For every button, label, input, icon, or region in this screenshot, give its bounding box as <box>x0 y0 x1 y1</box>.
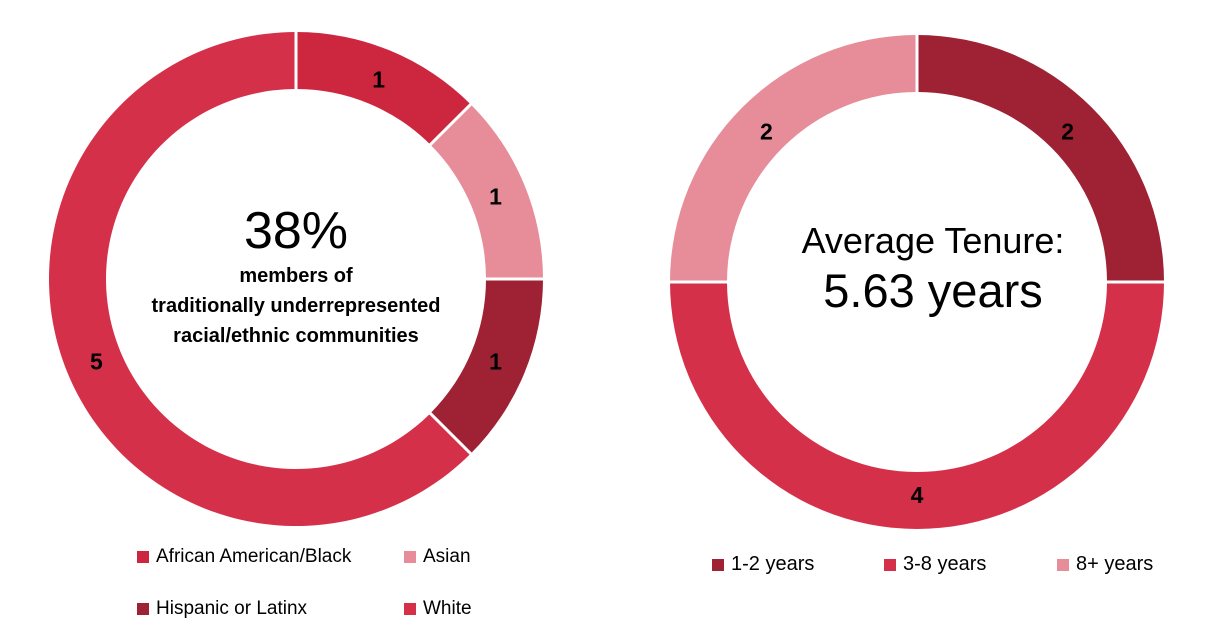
tenure-value: 5.63 years <box>823 264 1043 317</box>
legend-label: 1-2 years <box>731 553 815 575</box>
legend-item-1-2-years: 1-2 years <box>712 553 884 576</box>
segment-separator <box>428 102 473 147</box>
tenure-donut-center-text: Average Tenure: 5.63 years <box>733 219 1133 319</box>
legend-swatch-3-8-years <box>884 558 896 571</box>
legend-label: Asian <box>423 546 471 567</box>
legend-item-8-years: 8+ years <box>1057 553 1153 576</box>
donut-segment-hispanic-or-latinx <box>430 279 543 454</box>
legend-label: Hispanic or Latinx <box>156 598 308 619</box>
legend-item-asian: Asian <box>404 546 624 568</box>
center-subline: traditionally underrepresented <box>151 295 441 317</box>
legend-swatch-african-american-black <box>137 551 149 563</box>
legend-swatch-1-2-years <box>712 558 724 571</box>
tenure-legend: 1-2 years 3-8 years 8+ years <box>712 553 1153 576</box>
legend-label: African American/Black <box>156 546 352 567</box>
legend-item-white: White <box>404 598 624 620</box>
donut-segment-asian <box>430 104 543 279</box>
legend-swatch-white <box>404 603 416 615</box>
segment-value-label-3-8-years: 4 <box>911 482 924 508</box>
legend-item-hispanic-or-latinx: Hispanic or Latinx <box>137 598 404 620</box>
legend-swatch-asian <box>404 551 416 563</box>
donut-segment-8-years <box>670 35 917 282</box>
race-ethnicity-donut-chart: 1 1 1 5 <box>49 31 544 526</box>
center-subline: racial/ethnic communities <box>173 325 419 347</box>
segment-separator <box>428 411 473 456</box>
legend-swatch-hispanic-or-latinx <box>137 603 149 615</box>
tenure-label: Average Tenure: <box>801 220 1065 261</box>
race-ethnicity-legend: African American/Black Asian Hispanic or L… <box>137 546 624 640</box>
legend-swatch-8-years <box>1057 558 1069 571</box>
segment-value-label-hispanic-or-latinx: 1 <box>489 349 502 375</box>
segment-value-label-8-years: 2 <box>760 118 773 144</box>
segment-value-label-african-american-black: 1 <box>372 66 385 92</box>
legend-label: White <box>423 598 472 619</box>
center-subline: members of <box>239 265 353 287</box>
tenure-donut-chart: 2 4 2 <box>669 34 1165 529</box>
legend-item-african-american-black: African American/Black <box>137 546 404 568</box>
donut-segment-1-2-years <box>917 35 1164 282</box>
donut-segment-3-8-years <box>670 282 1164 529</box>
legend-label: 8+ years <box>1076 553 1154 575</box>
legend-item-3-8-years: 3-8 years <box>884 553 1057 576</box>
donut-segment-african-american-black <box>296 32 471 145</box>
segment-value-label-1-2-years: 2 <box>1061 118 1074 144</box>
race-donut-center-text: 38% members of traditionally underrepres… <box>96 201 496 351</box>
donut-segment-white <box>49 32 471 526</box>
segment-value-label-asian: 1 <box>489 183 502 209</box>
legend-label: 3-8 years <box>903 553 987 575</box>
segment-value-label-white: 5 <box>90 349 103 375</box>
percent-headline: 38% <box>243 202 349 260</box>
